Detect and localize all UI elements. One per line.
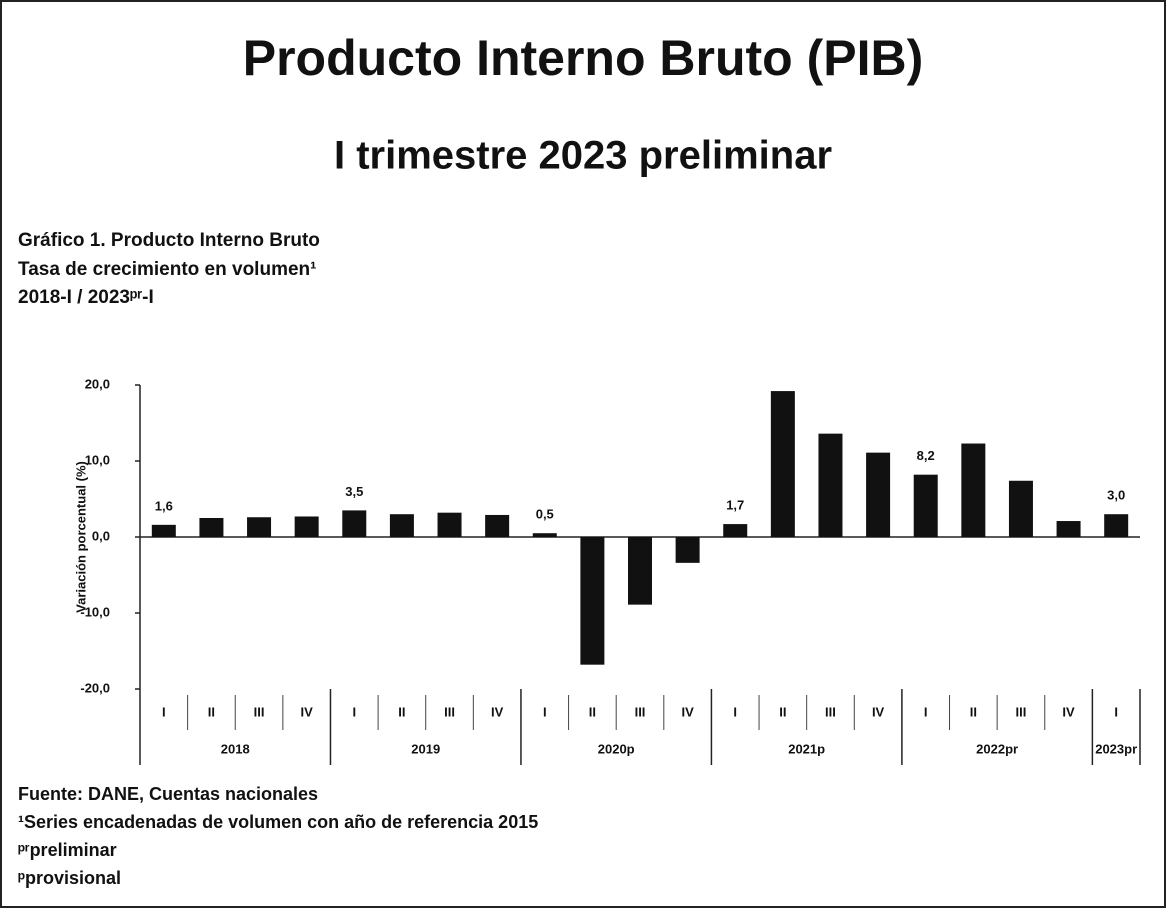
bar xyxy=(485,514,510,537)
bar xyxy=(389,514,414,537)
bar xyxy=(199,518,224,537)
x-tick-label: IV xyxy=(1062,704,1075,719)
y-tick-label: 20,0 xyxy=(85,376,110,391)
bar xyxy=(818,433,843,537)
group-label: 2020p xyxy=(598,741,635,756)
x-tick-label: II xyxy=(970,704,977,719)
bar xyxy=(1008,480,1033,537)
x-tick-label: II xyxy=(398,704,405,719)
bar xyxy=(342,510,367,537)
value-label: 0,5 xyxy=(536,507,554,522)
heading: 2018-I / 2023ᵖʳ-I xyxy=(18,287,154,308)
bar xyxy=(247,517,272,537)
group-label: 2018 xyxy=(221,741,250,756)
y-tick-label: -10,0 xyxy=(80,604,110,619)
x-tick-label: I xyxy=(352,704,356,719)
x-tick-label: I xyxy=(733,704,737,719)
x-tick-label: II xyxy=(208,704,215,719)
x-tick-label: I xyxy=(162,704,166,719)
value-label: 3,5 xyxy=(345,484,363,499)
y-tick-label: -20,0 xyxy=(80,680,110,695)
value-label: 1,7 xyxy=(726,498,744,513)
chart-title: Producto Interno Bruto (PIB) xyxy=(243,30,924,86)
x-tick-label: IV xyxy=(872,704,885,719)
x-tick-label: IV xyxy=(301,704,314,719)
bar xyxy=(437,512,462,537)
x-tick-label: III xyxy=(444,704,455,719)
y-axis-label: Variación porcentual (%) xyxy=(73,461,88,613)
note: ᵖʳpreliminar xyxy=(18,840,117,860)
x-tick-label: III xyxy=(1016,704,1027,719)
group-label: 2022pr xyxy=(976,741,1018,756)
x-tick-label: IV xyxy=(681,704,694,719)
x-tick-label: III xyxy=(825,704,836,719)
heading: Tasa de crecimiento en volumen¹ xyxy=(18,259,316,280)
bar xyxy=(1056,521,1081,537)
bar xyxy=(770,391,795,537)
value-label: 3,0 xyxy=(1107,488,1125,503)
value-label: 8,2 xyxy=(917,448,935,463)
x-tick-label: II xyxy=(589,704,596,719)
group-label: 2019 xyxy=(411,741,440,756)
x-tick-label: I xyxy=(543,704,547,719)
bar xyxy=(294,516,319,537)
chart-subtitle: I trimestre 2023 preliminar xyxy=(334,134,832,178)
x-tick-label: III xyxy=(635,704,646,719)
group-label: 2023pr xyxy=(1095,741,1137,756)
note: ¹Series encadenadas de volumen con año d… xyxy=(18,812,538,832)
y-tick-label: 0,0 xyxy=(92,528,110,543)
bar xyxy=(628,537,652,605)
bar xyxy=(1104,514,1129,537)
bar xyxy=(580,537,605,665)
heading: Gráfico 1. Producto Interno Bruto xyxy=(18,230,320,251)
x-tick-label: I xyxy=(924,704,928,719)
note: ᵖprovisional xyxy=(18,868,121,888)
x-tick-label: I xyxy=(1114,704,1118,719)
note: Fuente: DANE, Cuentas nacionales xyxy=(18,784,318,804)
bar xyxy=(723,524,748,537)
bar xyxy=(151,524,176,537)
x-tick-label: II xyxy=(779,704,786,719)
bar xyxy=(532,533,557,537)
bar xyxy=(961,443,986,537)
bar xyxy=(913,474,938,537)
value-label: 1,6 xyxy=(155,498,173,513)
group-label: 2021p xyxy=(788,741,825,756)
bar xyxy=(866,452,891,537)
x-tick-label: III xyxy=(254,704,265,719)
bar xyxy=(675,537,700,563)
y-tick-label: 10,0 xyxy=(85,452,110,467)
x-tick-label: IV xyxy=(491,704,504,719)
